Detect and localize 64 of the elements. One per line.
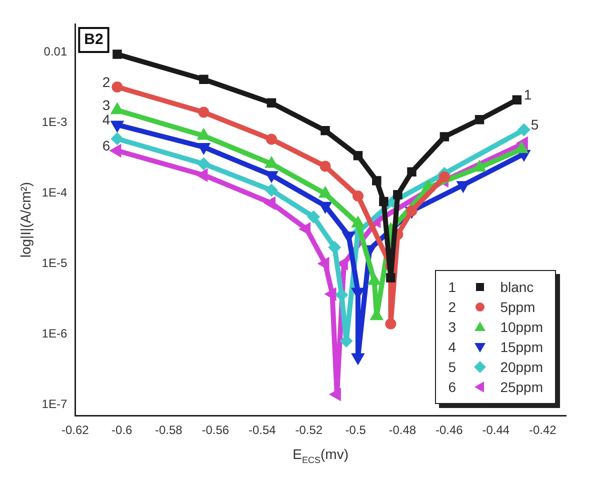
x-tick-label: -0.54 [248, 423, 276, 438]
annotation: 2 [448, 298, 457, 315]
point [112, 81, 123, 92]
annotation: 2 [102, 74, 110, 90]
point [198, 106, 210, 118]
annotation: 4 [448, 338, 457, 355]
annotation: 5 [530, 116, 539, 133]
annotation: 3 [448, 318, 457, 335]
y-tick-label: 1E-7 [42, 396, 68, 411]
legend-label: blanc [500, 278, 534, 295]
point [386, 273, 396, 282]
point [474, 115, 484, 124]
y-tick-label: 0.01 [44, 44, 68, 58]
annotation: 1 [448, 278, 457, 295]
point [385, 318, 396, 330]
x-tick-label: -0.62 [61, 423, 90, 438]
point [266, 98, 276, 108]
x-tick-label: -0.58 [154, 423, 183, 438]
point [336, 289, 348, 300]
y-tick-label: 1E-5 [42, 256, 68, 270]
point [512, 95, 522, 104]
point [320, 126, 330, 136]
legend-label: 10ppm [500, 318, 543, 335]
point [518, 124, 530, 136]
point [198, 158, 210, 170]
point [406, 205, 418, 216]
point [352, 190, 364, 202]
legend-label: 15ppm [500, 338, 543, 355]
point [329, 242, 340, 253]
annotation: 5 [448, 358, 457, 375]
y-tick-label: 1E-3 [42, 114, 68, 129]
y-tick-label: 1E-4 [42, 185, 68, 200]
x-tick-label: -0.6 [112, 423, 133, 438]
x-tick-label: -0.46 [435, 423, 464, 438]
point [308, 211, 320, 222]
x-tick-label: -0.48 [388, 423, 416, 438]
point [372, 176, 382, 186]
annotation: 4 [102, 112, 110, 128]
legend-label: 20ppm [500, 358, 543, 375]
point [440, 132, 450, 142]
x-tick-label: -0.44 [482, 423, 510, 438]
point [393, 190, 402, 200]
point [112, 50, 122, 59]
point [320, 160, 331, 172]
point [266, 184, 277, 196]
y-tick-label: 1E-6 [42, 326, 68, 340]
x-tick-label: -0.56 [202, 423, 230, 438]
x-tick-label: -0.5 [345, 423, 366, 438]
annotation: 1 [524, 86, 532, 103]
point [353, 151, 363, 160]
point [266, 134, 277, 145]
legend-label: 25ppm [500, 378, 543, 395]
point [112, 133, 123, 144]
legend-label: 5ppm [500, 298, 536, 315]
y-axis-title: log|I|(A/cm²) [17, 182, 34, 258]
annotation: B2 [84, 31, 104, 48]
point [199, 74, 208, 84]
point [407, 167, 416, 176]
x-tick-label: -0.52 [295, 423, 323, 438]
point [379, 196, 388, 206]
annotation: 6 [448, 378, 457, 395]
annotation: 6 [102, 138, 110, 154]
annotation: 3 [102, 97, 110, 114]
x-tick-label: -0.42 [528, 423, 557, 438]
